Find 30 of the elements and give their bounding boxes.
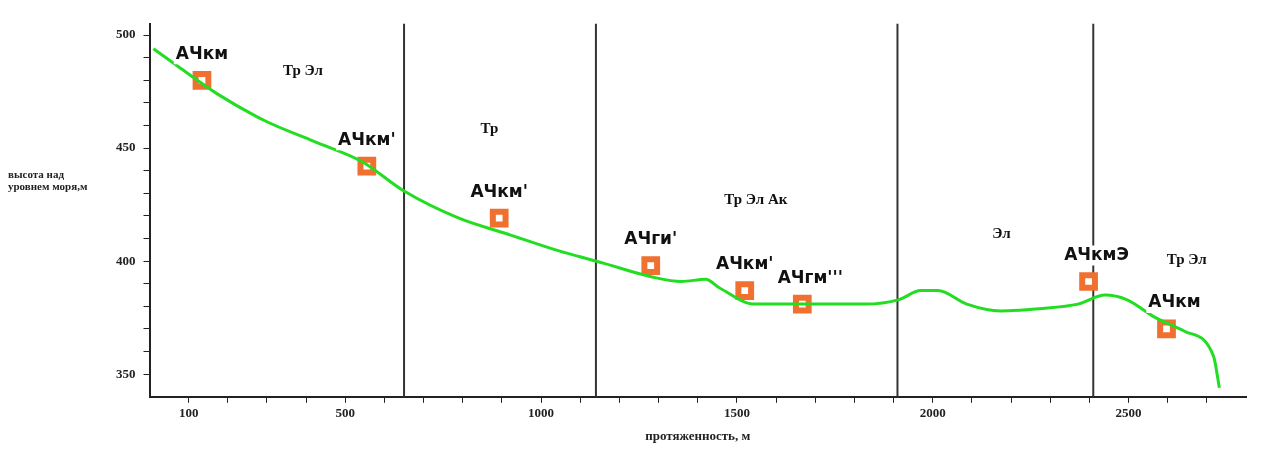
point: [641, 256, 661, 276]
x-tick-label: 1500: [723, 404, 750, 420]
x-axis-title: протяженность, м: [645, 427, 751, 443]
annotation: АЧкм': [715, 252, 774, 273]
x-tick-label: 1000: [528, 404, 555, 420]
annotation: Тр: [480, 119, 499, 136]
point: [735, 281, 755, 300]
point: [489, 208, 509, 228]
y-axis-title: высота над уровнем моря,м: [8, 168, 89, 192]
annotation: АЧкм: [175, 42, 229, 63]
y-tick-label: 400: [116, 252, 136, 268]
annotation: АЧгм''': [777, 266, 843, 287]
y-tick-label: 350: [116, 365, 136, 381]
annotation: АЧкм: [1148, 291, 1201, 312]
point: [1079, 272, 1098, 291]
x-tick-label: 2000: [919, 404, 946, 420]
annotation: Тр Эл: [283, 62, 324, 79]
annotation: АЧги': [624, 228, 678, 249]
annotation: АЧкм': [470, 180, 528, 201]
x-tick-label: 2500: [1115, 404, 1142, 420]
x-tick-label: 100: [178, 404, 199, 420]
annotation: АЧкмЭ: [1064, 243, 1129, 264]
annotation: Тр Эл Ак: [724, 191, 788, 208]
annotation: АЧкм': [338, 128, 396, 149]
line-series: [151, 47, 1221, 390]
annotation: Эл: [992, 224, 1012, 241]
x-tick-label: 500: [335, 404, 356, 420]
y-tick-label: 500: [116, 26, 136, 42]
y-tick-label: 450: [116, 139, 136, 155]
annotation: Тр Эл: [1166, 251, 1208, 268]
